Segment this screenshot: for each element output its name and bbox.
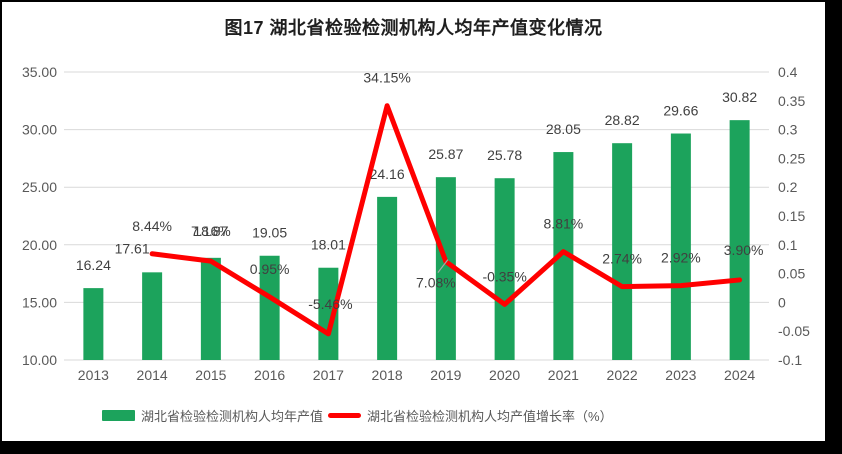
left-axis-tick-label: 15.00 — [22, 294, 57, 310]
bar-series-swatch-icon — [102, 410, 135, 421]
right-axis-tick-label: -0.05 — [778, 323, 810, 339]
line-value-label: 34.15% — [363, 70, 410, 86]
x-axis-tick-label: 2019 — [430, 367, 461, 383]
x-axis-tick-label: 2017 — [313, 367, 344, 383]
bar — [377, 196, 398, 360]
left-axis-tick-label: 35.00 — [22, 64, 57, 80]
x-axis-tick-label: 2015 — [195, 367, 226, 383]
chart-sheet: 图17 湖北省检验检测机构人均年产值变化情况 16.24 17.61 18.87 19… — [2, 2, 825, 441]
bar-value-label: 25.78 — [487, 147, 522, 163]
left-axis-tick-label: 10.00 — [22, 352, 57, 368]
right-axis-tick-label: 0.35 — [778, 93, 805, 109]
x-axis-tick-label: 2018 — [372, 367, 403, 383]
bar — [259, 255, 280, 360]
legend-item-bar-series: 湖北省检验检测机构人均年产值 — [102, 406, 323, 425]
x-axis-tick-label: 2024 — [724, 367, 755, 383]
line-value-label: 8.81% — [544, 216, 584, 232]
label-leader-line — [437, 259, 449, 273]
bar-value-label: 30.82 — [722, 89, 757, 105]
bar-value-label: 17.61 — [115, 240, 150, 256]
legend-label-line-series: 湖北省检验检测机构人均产值增长率（%） — [367, 409, 613, 424]
bar — [553, 152, 574, 360]
x-axis-tick-label: 2021 — [548, 367, 579, 383]
line-value-label: 2.92% — [661, 250, 701, 266]
right-axis-tick-label: 0.4 — [778, 64, 798, 80]
right-axis-tick-label: 0.2 — [778, 179, 798, 195]
line-value-label: 8.44% — [132, 218, 172, 234]
bar — [83, 288, 104, 360]
bar — [494, 178, 515, 360]
legend-label-bar-series: 湖北省检验检测机构人均年产值 — [141, 409, 324, 424]
x-axis-tick-label: 2014 — [137, 367, 168, 383]
bar — [435, 177, 456, 360]
right-axis-tick-label: 0.3 — [778, 122, 798, 138]
line-value-label: 0.95% — [250, 261, 290, 277]
bar-value-label: 18.87 — [193, 223, 228, 239]
line-value-label: 7.16% — [191, 223, 231, 239]
line-series-swatch-icon — [328, 413, 362, 418]
bar — [612, 143, 633, 360]
bar — [318, 267, 339, 360]
bar-value-label: 18.01 — [311, 237, 346, 253]
right-axis-tick-label: 0 — [778, 294, 786, 310]
left-axis-tick-label: 20.00 — [22, 237, 57, 253]
x-axis-tick-label: 2023 — [665, 367, 696, 383]
bar-value-label: 16.24 — [76, 257, 111, 273]
x-axis-tick-label: 2013 — [78, 367, 109, 383]
bar-value-label: 24.16 — [370, 166, 405, 182]
left-axis-tick-label: 30.00 — [22, 122, 57, 138]
bar — [670, 133, 691, 360]
bar — [729, 120, 750, 361]
x-axis-tick-label: 2022 — [607, 367, 638, 383]
x-axis-tick-label: 2020 — [489, 367, 520, 383]
legend-item-line-series: 湖北省检验检测机构人均产值增长率（%） — [328, 406, 613, 425]
chart-legend: 湖北省检验检测机构人均年产值 湖北省检验检测机构人均产值增长率（%） — [102, 406, 613, 425]
bar-value-label: 28.82 — [605, 112, 640, 128]
right-axis-tick-label: 0.25 — [778, 150, 805, 166]
right-axis-tick-label: 0.1 — [778, 237, 798, 253]
right-axis-tick-label: 0.05 — [778, 266, 805, 282]
line-value-label: 2.74% — [602, 251, 642, 267]
bar-value-label: 28.05 — [546, 121, 581, 137]
line-value-label: 7.08% — [416, 275, 456, 291]
right-axis-tick-label: -0.1 — [778, 352, 802, 368]
right-axis-tick-label: 0.15 — [778, 208, 805, 224]
line-value-label: 3.90% — [724, 242, 764, 258]
line-value-label: -0.35% — [482, 268, 526, 284]
bar — [200, 257, 221, 360]
bar-value-label: 29.66 — [663, 103, 698, 119]
bar-value-label: 25.87 — [428, 146, 463, 162]
left-axis-tick-label: 25.00 — [22, 179, 57, 195]
x-axis-tick-label: 2016 — [254, 367, 285, 383]
bar-value-label: 19.05 — [252, 225, 287, 241]
bar — [142, 272, 163, 360]
line-value-label: -5.46% — [308, 296, 352, 312]
chart-title: 图17 湖北省检验检测机构人均年产值变化情况 — [224, 18, 603, 38]
